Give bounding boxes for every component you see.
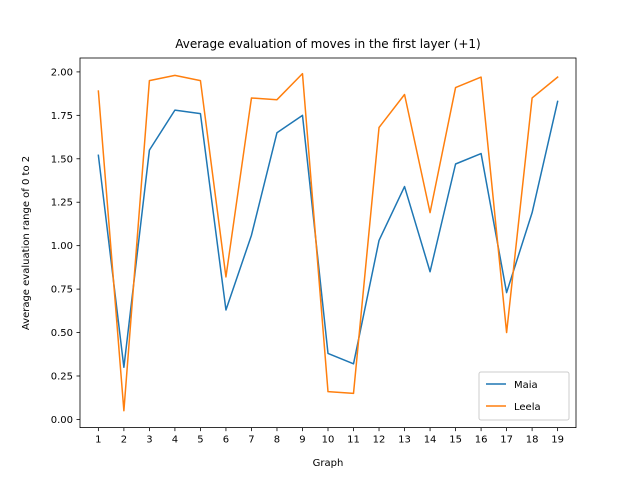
y-tick-label: 0.50	[51, 328, 73, 339]
legend-label-maia: Maia	[514, 380, 538, 391]
y-tick-label: 0.75	[51, 285, 73, 296]
legend: Maia Leela	[478, 371, 570, 421]
x-tick-label: 14	[424, 435, 437, 446]
x-tick-label: 15	[449, 435, 462, 446]
y-tick-label: 2.00	[51, 67, 73, 78]
y-tick-label: 0.00	[51, 415, 73, 426]
chart-title: Average evaluation of moves in the first…	[175, 37, 480, 51]
x-tick-label: 10	[322, 435, 335, 446]
y-axis-label: Average evaluation range of 0 to 2	[21, 156, 32, 330]
y-tick-label: 1.25	[51, 198, 73, 209]
y-tick-label: 1.50	[51, 154, 73, 165]
y-tick-label: 1.75	[51, 111, 73, 122]
x-tick-label: 12	[373, 435, 386, 446]
x-tick-label: 9	[299, 435, 305, 446]
x-tick-label: 4	[172, 435, 178, 446]
series-line-maia	[97, 100, 559, 369]
y-tick-label: 1.00	[51, 241, 73, 252]
x-tick-label: 5	[197, 435, 203, 446]
series-lines	[97, 72, 559, 412]
x-axis: 1 2 3 4 5 6 7 8 9 10 11 12 13 14 15 16 17 18 19	[95, 427, 564, 446]
x-tick-label: 11	[347, 435, 360, 446]
x-tick-label: 19	[551, 435, 564, 446]
y-axis: 0.00 0.25 0.50 0.75 1.00 1.25 1.50 1.75 2.00	[51, 67, 80, 426]
x-tick-label: 8	[274, 435, 280, 446]
y-tick-label: 0.25	[51, 371, 73, 382]
x-tick-label: 16	[475, 435, 488, 446]
x-tick-label: 1	[95, 435, 101, 446]
legend-label-leela: Leela	[514, 402, 541, 413]
x-axis-label: Graph	[313, 458, 344, 469]
x-tick-label: 18	[526, 435, 539, 446]
x-tick-label: 17	[500, 435, 513, 446]
x-tick-label: 3	[146, 435, 152, 446]
x-tick-label: 6	[223, 435, 229, 446]
x-tick-label: 7	[248, 435, 254, 446]
x-tick-label: 13	[398, 435, 411, 446]
x-tick-label: 2	[121, 435, 127, 446]
series-line-leela	[97, 72, 559, 412]
